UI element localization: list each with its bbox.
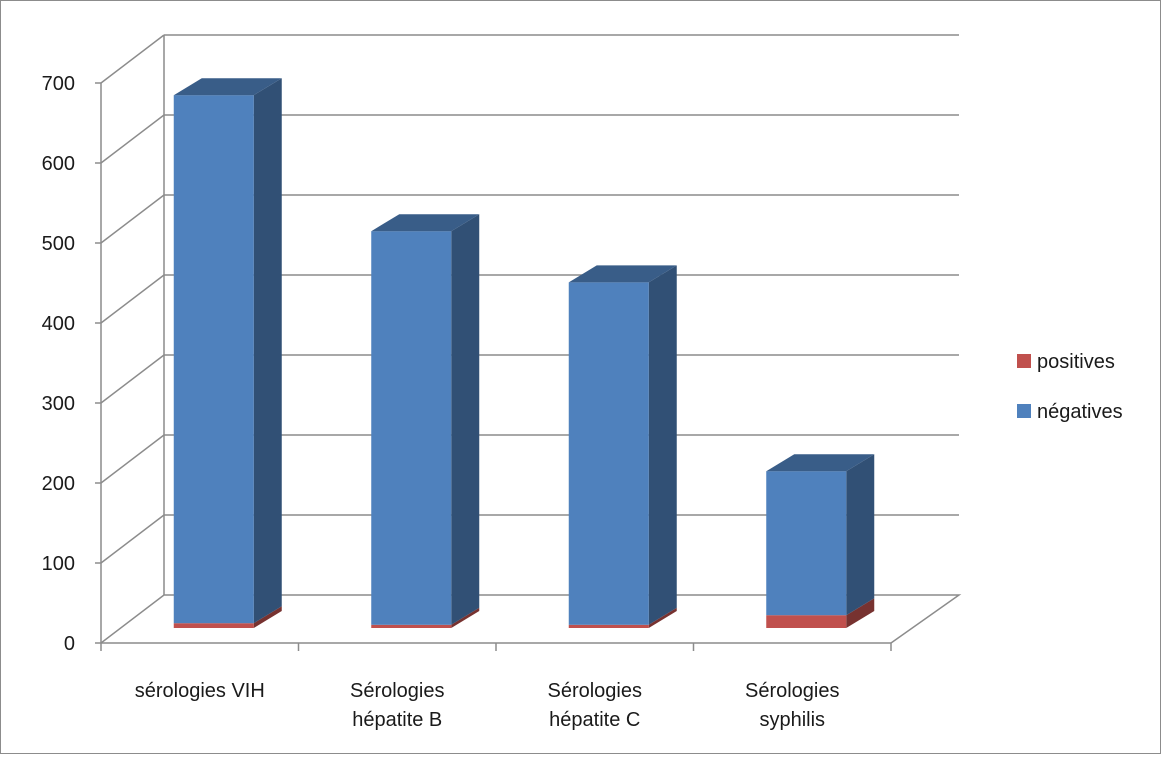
bar-top-négatives <box>766 454 875 472</box>
bar-side-négatives <box>451 214 480 625</box>
x-category-label: Sérologies syphilis <box>745 680 840 731</box>
bar-side-positives <box>451 607 480 628</box>
bar-top-négatives <box>173 78 282 96</box>
bars <box>173 78 875 628</box>
x-category-label-line: sérologies VIH <box>135 680 265 702</box>
x-category-label-line: hépatite B <box>352 709 442 731</box>
y-tick-label: 300 <box>42 393 75 415</box>
bar-front-positives <box>568 624 649 628</box>
bar-front-positives <box>173 623 254 628</box>
bar-side-positives <box>253 606 282 628</box>
gridlines <box>100 34 959 564</box>
gridline-side <box>100 274 165 324</box>
legend-swatch-négatives <box>1017 404 1031 418</box>
bar-side-positives <box>846 598 875 628</box>
y-tick-label: 200 <box>42 473 75 495</box>
bar-front-négatives <box>173 95 254 624</box>
legend: positives négatives <box>1017 351 1123 423</box>
gridline-side <box>100 194 165 244</box>
gridline-side <box>100 514 165 564</box>
x-category-label: sérologies VIH <box>135 680 265 702</box>
bar-side-négatives <box>846 454 875 616</box>
bar-top-négatives <box>371 214 480 232</box>
x-category-label-line: Sérologies <box>350 680 445 702</box>
x-category-label-line: syphilis <box>759 709 825 731</box>
gridline-side <box>100 434 165 484</box>
y-tick-label: 0 <box>64 633 75 655</box>
bar-side-négatives <box>648 265 677 625</box>
x-category-label-line: hépatite C <box>549 709 640 731</box>
x-axis-labels: sérologies VIH Sérologies hépatite BSérolo… <box>135 680 840 731</box>
x-category-label-line: Sérologies <box>547 680 642 702</box>
y-tick-label: 600 <box>42 153 75 175</box>
gridline-side <box>100 34 165 84</box>
x-category-label: Sérologies hépatite C <box>547 680 642 731</box>
bar-front-positives <box>766 615 847 628</box>
x-category-label-line: Sérologies <box>745 680 840 702</box>
bar-front-positives <box>371 624 452 628</box>
y-axis-ticks: 0 100 200 300 400 500 600 700 <box>42 73 101 655</box>
bar-side-négatives <box>253 78 282 624</box>
x-category-label: Sérologies hépatite B <box>350 680 445 731</box>
gridline-side <box>100 354 165 404</box>
y-tick-label: 500 <box>42 233 75 255</box>
legend-swatch-positives <box>1017 354 1031 368</box>
bar-front-négatives <box>568 282 649 625</box>
y-tick-label: 100 <box>42 553 75 575</box>
floor-outline <box>100 594 962 644</box>
axes <box>100 83 892 651</box>
bar-side-positives <box>648 607 677 628</box>
chart-walls <box>100 35 962 644</box>
gridline-side <box>100 114 165 164</box>
legend-label-positives: positives <box>1037 351 1115 373</box>
y-tick-label: 400 <box>42 313 75 335</box>
legend-label-négatives: négatives <box>1037 401 1123 423</box>
y-tick-label: 700 <box>42 73 75 95</box>
bar-top-négatives <box>568 265 677 283</box>
bar-front-négatives <box>371 231 452 625</box>
bar-front-négatives <box>766 471 847 616</box>
